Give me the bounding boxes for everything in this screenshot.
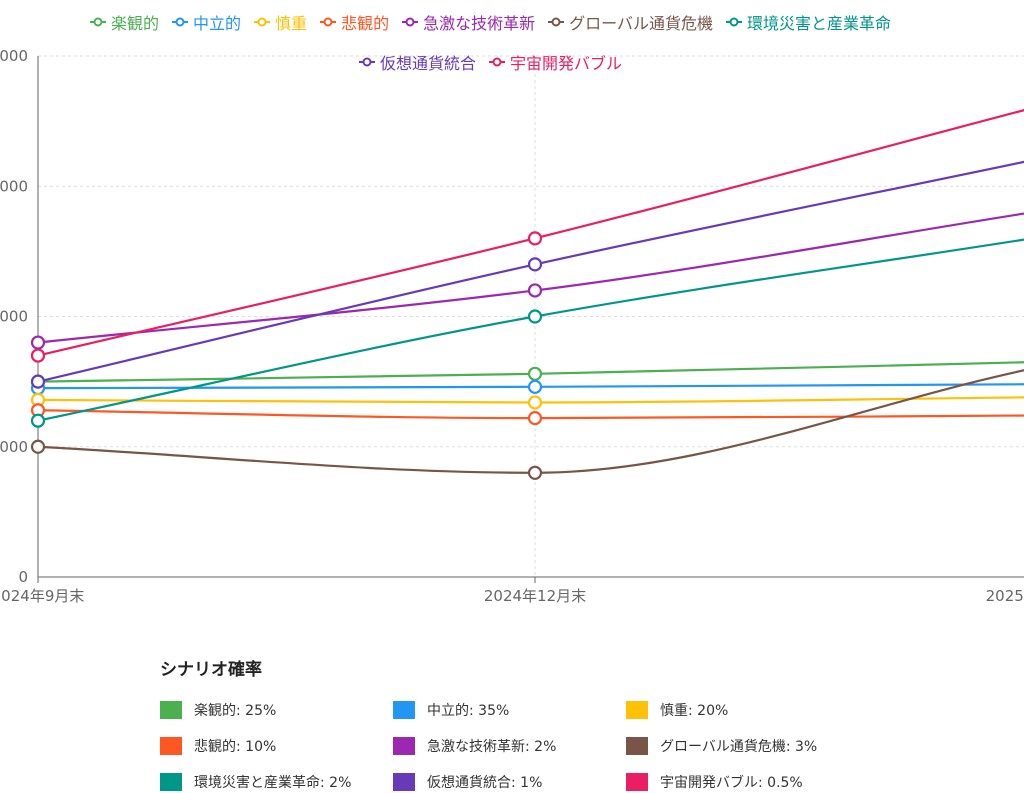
legend-icon: [254, 17, 271, 27]
x-tick-label: 2025年3月末: [986, 587, 1024, 605]
probability-label: 楽観的: 25%: [194, 703, 277, 719]
probability-item: 環境災害と産業革命: 2%: [160, 772, 351, 792]
probability-swatch: [626, 737, 648, 755]
legend-dot: [729, 17, 739, 27]
legend: 楽観的 中立的 慎重 悲観的 急激な技術革新 グローバル通貨危機 環境災害と産業革命仮想通貨…: [0, 10, 980, 74]
probability-item: 宇宙開発バブル: 0.5%: [626, 772, 803, 792]
legend-item: 仮想通貨統合: [358, 50, 476, 74]
legend-icon: [320, 17, 337, 27]
legend-dot: [362, 57, 372, 67]
x-tick-label: 2024年9月末: [0, 587, 84, 605]
data-point: [527, 366, 543, 381]
data-point: [527, 395, 543, 410]
legend-dot: [323, 17, 333, 27]
probability-title: シナリオ確率: [160, 660, 262, 680]
legend-dot: [175, 17, 185, 27]
data-point: [527, 231, 543, 246]
probability-swatch: [160, 701, 182, 719]
legend-label: 急激な技術革新: [423, 14, 536, 33]
y-tick-label: 0: [18, 568, 28, 586]
legend-item: グローバル通貨危機: [547, 10, 713, 34]
legend-dot: [492, 57, 502, 67]
probability-swatch: [626, 701, 648, 719]
data-point: [527, 309, 543, 324]
legend-icon: [725, 17, 742, 27]
y-tick-label: 3000: [0, 177, 28, 195]
data-point: [30, 348, 46, 363]
data-point: [527, 257, 543, 272]
probability-label: 宇宙開発バブル: 0.5%: [660, 775, 803, 791]
probability-label: 慎重: 20%: [660, 703, 729, 719]
data-point: [527, 379, 543, 394]
data-point: [527, 465, 543, 480]
legend-icon: [358, 57, 375, 67]
probability-item: 楽観的: 25%: [160, 700, 276, 720]
legend-item: 慎重: [253, 10, 307, 34]
legend-label: 宇宙開発バブル: [510, 54, 623, 73]
probability-label: 急激な技術革新: 2%: [427, 739, 557, 755]
data-point: [30, 374, 46, 389]
legend-label: 悲観的: [341, 14, 390, 33]
probability-item: 急激な技術革新: 2%: [393, 736, 556, 756]
legend-item: 宇宙開発バブル: [488, 50, 622, 74]
legend-item: 悲観的: [319, 10, 389, 34]
probability-label: 中立的: 35%: [427, 703, 510, 719]
legend-label: 慎重: [275, 14, 308, 33]
legend-icon: [402, 17, 419, 27]
probability-item: グローバル通貨危機: 3%: [626, 736, 817, 756]
legend-dot: [405, 17, 415, 27]
chart: 0 1000 2000 3000 4000 2024年9月末 2024年12月末 2025年3…: [0, 47, 1024, 605]
legend-icon: [90, 17, 107, 27]
legend-label: グローバル通貨危機: [569, 14, 713, 33]
data-point: [30, 413, 46, 428]
legend-item: 楽観的: [89, 10, 159, 34]
probability-label: 仮想通貨統合: 1%: [427, 775, 543, 791]
legend-label: 環境災害と産業革命: [746, 14, 891, 33]
legend-item: 急激な技術革新: [401, 10, 535, 34]
data-point: [30, 335, 46, 350]
probability-swatch: [393, 737, 415, 755]
legend-label: 中立的: [193, 14, 242, 33]
probability-swatch: [393, 773, 415, 791]
legend-item: 中立的: [171, 10, 241, 34]
probability-swatch: [160, 737, 182, 755]
legend-label: 仮想通貨統合: [379, 54, 476, 73]
legend-dot: [551, 17, 561, 27]
legend-label: 楽観的: [111, 14, 160, 33]
legend-icon: [489, 57, 505, 67]
y-tick-label: 1000: [0, 438, 28, 456]
y-tick-label: 4000: [0, 47, 28, 65]
legend-dot: [93, 17, 103, 27]
y-tick-label: 2000: [0, 308, 28, 326]
data-point: [527, 410, 543, 426]
probability-item: 仮想通貨統合: 1%: [393, 772, 542, 792]
probability-item: 慎重: 20%: [626, 700, 728, 720]
legend-dot: [257, 17, 267, 27]
data-point: [527, 283, 543, 298]
probability-swatch: [393, 701, 415, 719]
probability-swatch: [160, 773, 182, 791]
probability-item: 中立的: 35%: [393, 700, 509, 720]
series-line: [37, 212, 1024, 344]
probability-label: 悲観的: 10%: [194, 739, 277, 755]
series-line: [37, 160, 1024, 383]
probability-label: グローバル通貨危機: 3%: [660, 739, 818, 755]
probability-label: 環境災害と産業革命: 2%: [194, 775, 352, 791]
probability-swatch: [626, 773, 648, 791]
legend-item: 環境災害と産業革命: [725, 10, 891, 34]
legend-icon: [548, 17, 565, 27]
x-tick-label: 2024年12月末: [484, 587, 586, 605]
probability-item: 悲観的: 10%: [160, 736, 276, 756]
data-point: [30, 439, 46, 454]
legend-icon: [172, 17, 189, 27]
